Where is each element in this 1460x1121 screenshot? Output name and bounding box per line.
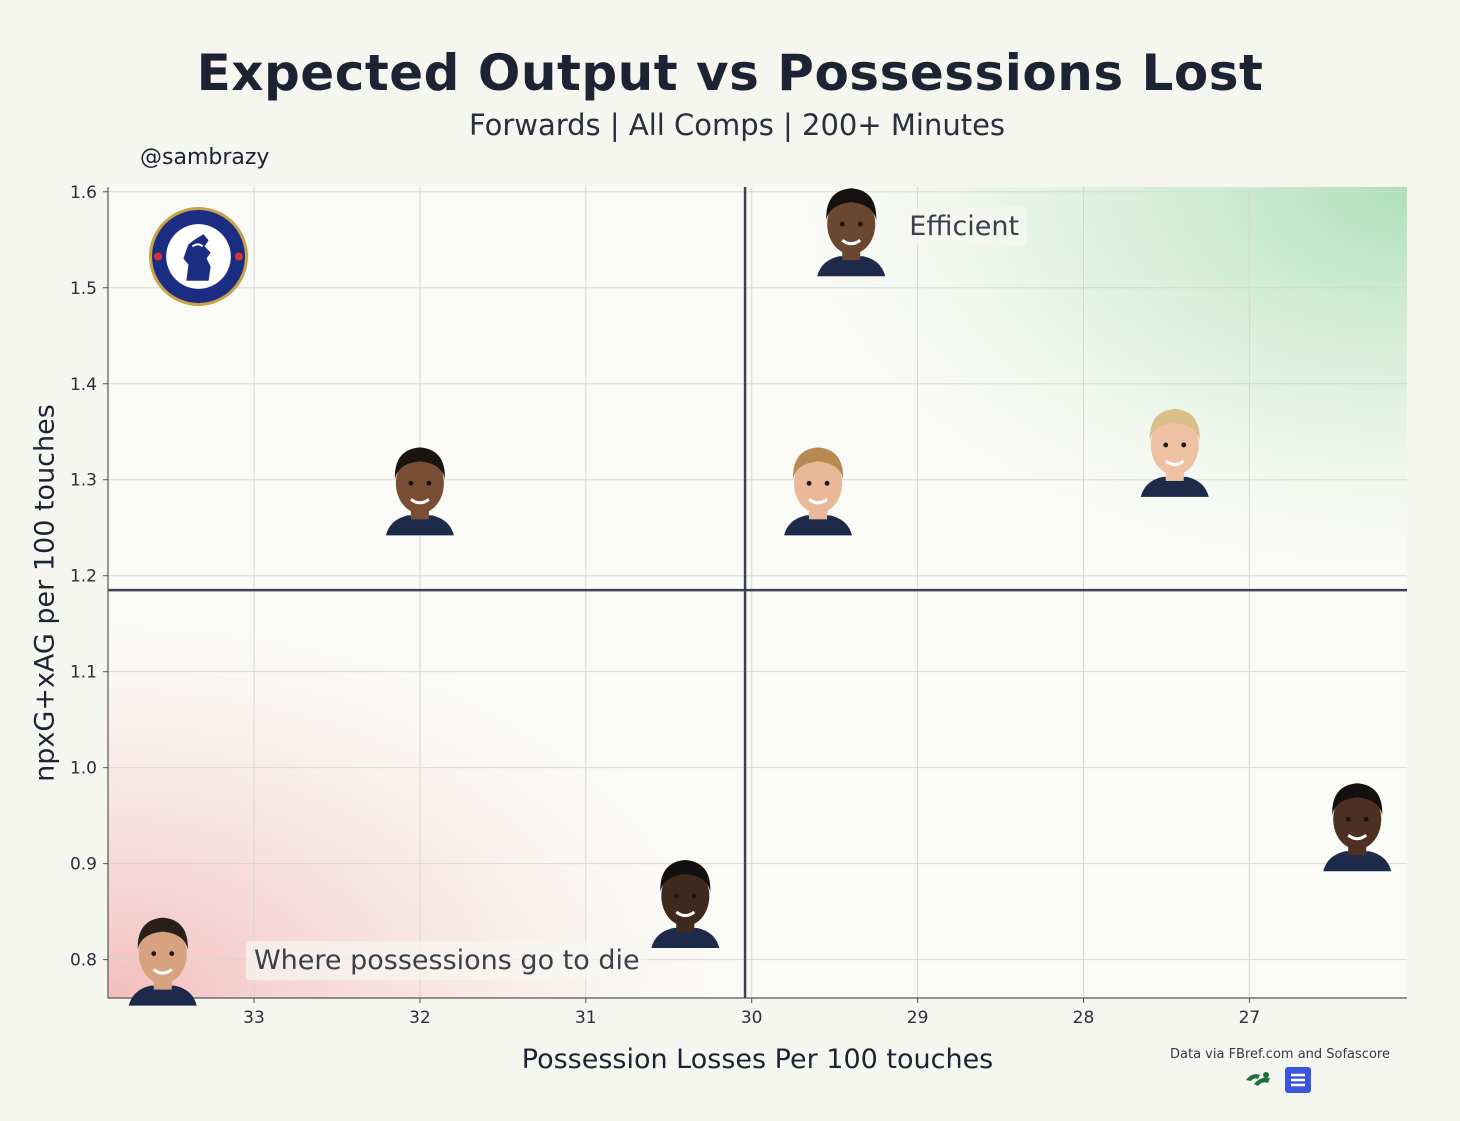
eye-shape xyxy=(1181,442,1187,448)
shirt-shape xyxy=(784,515,853,536)
hair-shape xyxy=(1149,408,1200,441)
shirt-shape xyxy=(817,256,886,277)
shirt-shape xyxy=(1323,851,1392,872)
x-axis-label: Possession Losses Per 100 touches xyxy=(521,1044,994,1075)
eye-shape xyxy=(408,480,414,486)
y-tick-label: 1.4 xyxy=(70,375,97,395)
y-tick-label: 1.0 xyxy=(70,759,97,779)
inefficient-zone xyxy=(108,593,760,998)
y-tick-label: 1.5 xyxy=(70,279,97,299)
chart-subtitle: Forwards | All Comps | 200+ Minutes xyxy=(468,108,1006,142)
y-tick-label: 0.9 xyxy=(70,855,97,875)
smile-shape xyxy=(1164,459,1185,466)
reference-lines xyxy=(108,187,1407,998)
eye-shape xyxy=(151,951,157,957)
sofascore-logo xyxy=(1285,1067,1311,1093)
eye-shape xyxy=(839,221,845,227)
x-tick-label: 32 xyxy=(409,1008,431,1028)
player-headshot-marker xyxy=(128,917,197,1006)
source-logos xyxy=(1246,1067,1311,1093)
y-tick-label: 1.1 xyxy=(70,663,97,683)
hair-shape xyxy=(137,917,188,950)
annotation-background xyxy=(245,941,648,981)
player-headshot-marker xyxy=(1140,408,1209,497)
face-shape xyxy=(1333,789,1382,850)
player-headshot-marker xyxy=(651,860,720,949)
smile-shape xyxy=(841,238,862,246)
quadrant-annotation: Where possessions go to die xyxy=(254,945,640,976)
y-tick-label: 1.3 xyxy=(70,471,97,491)
source-note: Data via FBref.com and Sofascore xyxy=(1170,1047,1390,1062)
x-tick-label: 28 xyxy=(1073,1008,1095,1028)
chart-title: Expected Output vs Possessions Lost xyxy=(196,44,1264,102)
shirt-shape xyxy=(651,928,720,949)
eye-shape xyxy=(1363,816,1369,822)
smile-shape xyxy=(675,910,696,918)
eye-shape xyxy=(426,480,432,486)
quadrant-annotation: Efficient xyxy=(909,211,1019,242)
face-shape xyxy=(794,453,843,514)
annotation-background xyxy=(901,206,1028,246)
hair-shape xyxy=(394,447,445,480)
player-headshot-marker xyxy=(385,447,454,536)
shirt-shape xyxy=(385,515,454,536)
eye-shape xyxy=(691,893,697,899)
data-points xyxy=(128,188,1392,1006)
face-shape xyxy=(395,453,444,514)
smile-shape xyxy=(152,968,173,975)
smile-shape xyxy=(1347,834,1368,841)
hair-shape xyxy=(793,447,844,480)
eye-shape xyxy=(169,951,175,957)
axes: 33 32 31 30 29 28 27 0.8 0.9 1.0 1.1 1.2 1.3 1.4 1.5 1.… xyxy=(70,183,1407,1028)
hair-shape xyxy=(826,188,877,221)
eye-shape xyxy=(806,480,812,486)
eye-shape xyxy=(1345,816,1351,822)
smile-shape xyxy=(409,498,430,505)
eye-shape xyxy=(824,480,830,486)
face-shape xyxy=(827,194,876,255)
face-shape xyxy=(661,866,710,927)
x-tick-label: 33 xyxy=(243,1008,265,1028)
face-shape xyxy=(1150,414,1199,475)
eye-shape xyxy=(1163,442,1169,448)
player-headshot-marker xyxy=(817,188,886,277)
y-axis-label: npxG+xAG per 100 touches xyxy=(29,404,61,782)
eye-shape xyxy=(857,221,863,227)
y-tick-label: 1.2 xyxy=(70,567,97,587)
chelsea-crest-logo xyxy=(149,207,248,306)
annotations: Efficient Where possessions go to die xyxy=(245,206,1028,981)
player-headshot-marker xyxy=(1323,783,1392,872)
hair-shape xyxy=(1332,783,1383,816)
face-shape xyxy=(138,923,187,984)
fbref-logo xyxy=(1246,1072,1270,1086)
hair-shape xyxy=(660,860,711,893)
smile-shape xyxy=(808,498,828,505)
shirt-shape xyxy=(128,985,197,1006)
eye-shape xyxy=(673,893,679,899)
y-tick-label: 1.6 xyxy=(70,183,97,203)
author-handle: @sambrazy xyxy=(140,145,270,170)
player-headshot-marker xyxy=(784,447,853,536)
x-tick-label: 29 xyxy=(907,1008,929,1028)
shirt-shape xyxy=(1140,476,1209,497)
x-tick-label: 31 xyxy=(575,1008,597,1028)
y-tick-label: 0.8 xyxy=(70,951,97,971)
grid xyxy=(108,187,1407,998)
x-tick-label: 27 xyxy=(1239,1008,1261,1028)
x-tick-label: 30 xyxy=(741,1008,763,1028)
